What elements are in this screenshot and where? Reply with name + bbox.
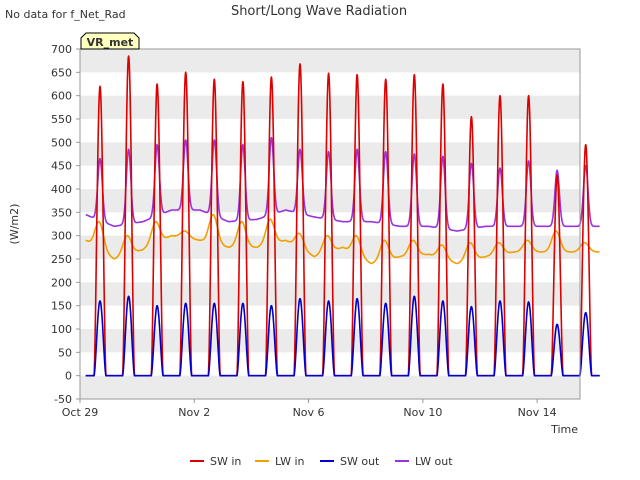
no-data-note: No data for f_Net_Rad xyxy=(5,8,126,21)
grid-band xyxy=(80,375,580,399)
y-tick-label: 650 xyxy=(51,66,72,79)
grid-band xyxy=(80,282,580,306)
lw-out-line xyxy=(85,136,601,232)
y-tick-label: 700 xyxy=(51,43,72,56)
x-axis: Oct 29 Nov 2 Nov 6 Nov 10 Nov 14 xyxy=(62,399,557,419)
y-tick-label: 350 xyxy=(51,206,72,219)
y-tick-label: 250 xyxy=(51,253,72,266)
y-tick-label: 100 xyxy=(51,323,72,336)
y-tick-label: 0 xyxy=(65,370,72,383)
y-tick-label: -50 xyxy=(54,393,72,406)
y-tick-label: 550 xyxy=(51,113,72,126)
lw-in-line xyxy=(85,213,601,265)
grid-band xyxy=(80,235,580,259)
legend: SW in LW in SW out LW out xyxy=(190,455,453,468)
legend-label: LW out xyxy=(415,455,453,468)
legend-label: SW out xyxy=(340,455,380,468)
sw-out-line xyxy=(85,295,601,377)
grid-band xyxy=(80,329,580,353)
y-tick-label: 400 xyxy=(51,183,72,196)
grid-band xyxy=(80,189,580,213)
x-tick-label: Nov 14 xyxy=(518,406,557,419)
legend-label: LW in xyxy=(275,455,305,468)
x-tick-label: Nov 10 xyxy=(403,406,442,419)
x-tick-label: Nov 6 xyxy=(293,406,325,419)
station-badge-label: VR_met xyxy=(87,36,134,49)
x-tick-label: Oct 29 xyxy=(62,406,99,419)
legend-label: SW in xyxy=(210,455,241,468)
chart-title: Short/Long Wave Radiation xyxy=(231,4,407,19)
y-tick-label: 500 xyxy=(51,136,72,149)
y-tick-label: 450 xyxy=(51,160,72,173)
x-axis-label: Time xyxy=(550,423,578,436)
plot-frame xyxy=(79,48,581,400)
grid-band xyxy=(80,49,580,73)
y-tick-label: 600 xyxy=(51,90,72,103)
station-badge: VR_met xyxy=(80,32,140,50)
y-tick-label: 300 xyxy=(51,230,72,243)
x-tick-label: Nov 2 xyxy=(178,406,210,419)
y-axis-label: (W/m2) xyxy=(8,204,21,245)
series-lines xyxy=(85,55,601,377)
y-axis: -50 0 50 100 150 200 250 300 350 400 450 500 550 600 6… xyxy=(51,43,80,406)
y-tick-label: 150 xyxy=(51,300,72,313)
y-tick-label: 200 xyxy=(51,276,72,289)
y-tick-label: 50 xyxy=(58,346,72,359)
